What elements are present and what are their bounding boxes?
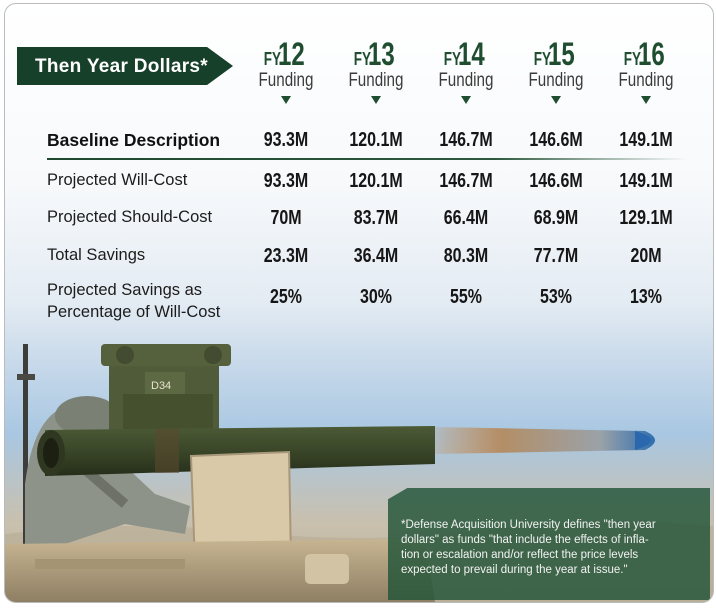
table-cell: 83.7M [353,207,399,229]
down-arrow-icon [281,96,291,104]
fy-year: 15 [548,36,575,72]
table-cell: 68.9M [533,207,579,229]
fy-header-13: FY13 Funding [331,38,421,104]
table-cell: 23.3M [263,245,309,267]
row-label-baseline: Baseline Description [47,130,221,150]
table-cell: 36.4M [353,245,399,267]
fy-header-16: FY16 Funding [601,38,691,104]
infographic-frame: Then Year Dollars* FY12 Funding FY13 Fun… [4,3,714,603]
table-cell: 13% [629,286,663,308]
footnote-line: *Defense Acquisition University defines … [401,519,656,531]
fy-year: 12 [278,36,305,72]
footnote-box [388,488,710,600]
fy-header-14: FY14 Funding [421,38,511,104]
row-label-savings-pct-line1: Projected Savings as [47,281,203,299]
footnote-line: expected to prevail during the year at i… [401,564,628,576]
table-cell: 30% [359,286,393,308]
fy-year: 16 [638,36,665,72]
table-cell: 55% [449,286,483,308]
down-arrow-icon [371,96,381,104]
table-cell: 120.1M [349,170,403,192]
table-cell: 149.1M [619,129,673,151]
table-cell: 77.7M [533,245,579,267]
funding-label: Funding [618,70,674,91]
table-cell: 146.6M [529,129,583,151]
banner-title: Then Year Dollars* [35,56,208,77]
table-cell: 53% [539,286,573,308]
fy-header-15: FY15 Funding [511,38,601,104]
table-cell: 20M [630,245,662,267]
table-cell: 93.3M [263,170,309,192]
row-label-will-cost: Projected Will-Cost [47,171,188,189]
footnote-text: *Defense Acquisition University defines … [401,518,691,578]
fy-prefix: FY [623,49,642,69]
header-divider [47,158,687,160]
table-cell: 146.7M [439,170,493,192]
funding-label: Funding [348,70,404,91]
footnote-line: dollars" as funds "that include the effe… [401,534,649,546]
table-cell: 146.7M [439,129,493,151]
funding-label: Funding [258,70,314,91]
funding-label: Funding [438,70,494,91]
down-arrow-icon [551,96,561,104]
table-cell: 25% [269,286,303,308]
table-cell: 149.1M [619,170,673,192]
row-label-savings-pct-line2: Percentage of Will-Cost [47,303,221,321]
funding-label: Funding [528,70,584,91]
footnote-line: tion or escalation and/or reflect the pr… [401,549,639,561]
row-label-total-savings: Total Savings [47,246,146,264]
fy-prefix: FY [443,49,462,69]
fy-prefix: FY [263,49,282,69]
fy-prefix: FY [533,49,552,69]
table-cell: 93.3M [263,129,309,151]
down-arrow-icon [461,96,471,104]
table-cell: 129.1M [619,207,673,229]
table-cell: 146.6M [529,170,583,192]
fy-prefix: FY [353,49,372,69]
table-cell: 70M [270,207,302,229]
down-arrow-icon [641,96,651,104]
fy-year: 14 [458,36,485,72]
title-banner: Then Year Dollars* [17,47,233,85]
row-label-should-cost: Projected Should-Cost [47,208,213,226]
table-cell: 80.3M [443,245,489,267]
table-cell: 120.1M [349,129,403,151]
turret-marking: D34 [151,380,171,392]
fy-year: 13 [368,36,395,72]
fy-header-12: FY12 Funding [241,38,331,104]
table-cell: 66.4M [443,207,489,229]
